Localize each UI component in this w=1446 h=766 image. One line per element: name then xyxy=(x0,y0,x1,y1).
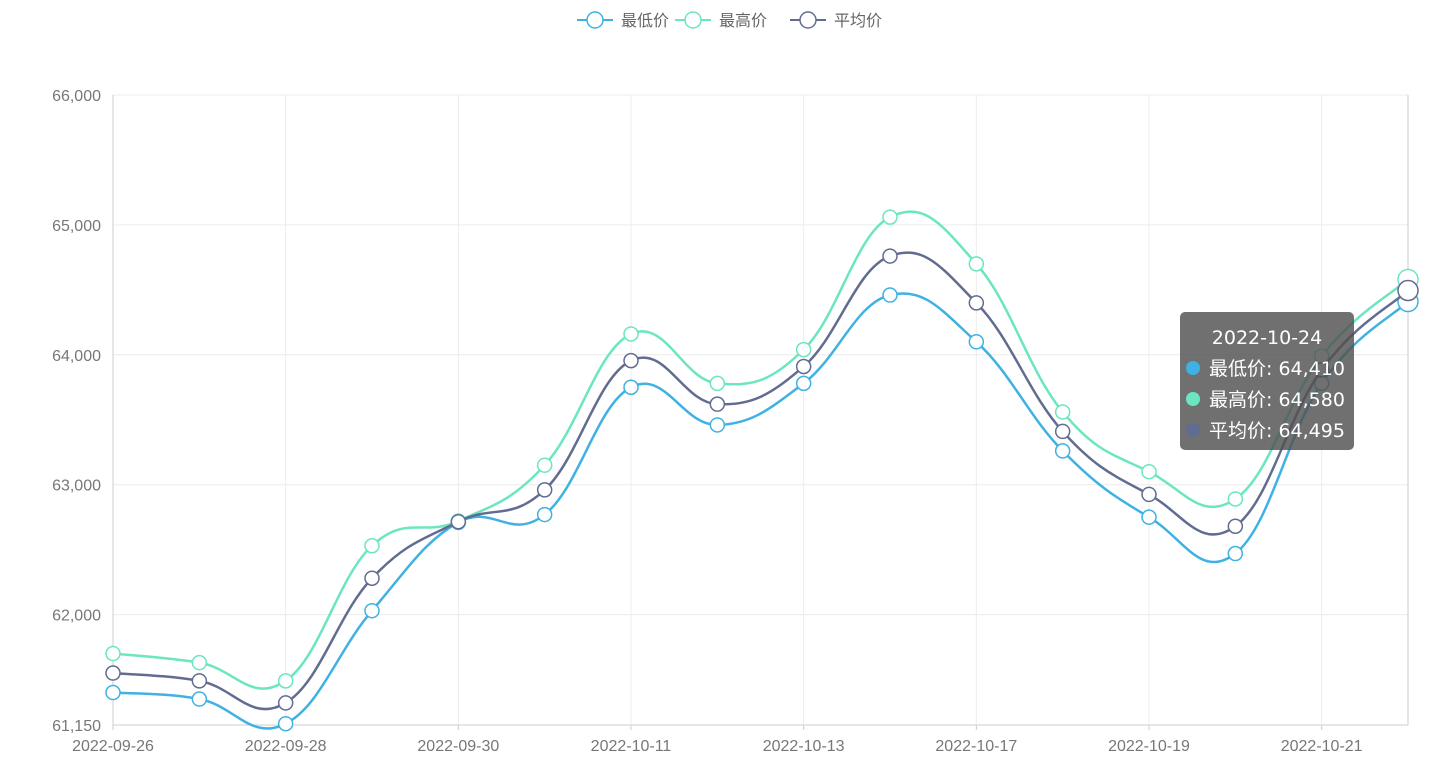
data-point[interactable] xyxy=(536,457,553,473)
y-tick-label: 66,000 xyxy=(52,88,101,105)
x-axis-ticks: 2022-09-26 2022-09-28 2022-09-30 2022-10-11… xyxy=(72,725,1363,755)
x-tick-label: 2022-10-21 xyxy=(1281,738,1363,755)
data-point[interactable] xyxy=(623,326,639,342)
data-point[interactable] xyxy=(536,482,553,498)
data-point[interactable] xyxy=(709,375,726,392)
legend-item[interactable]: 最低价 xyxy=(577,11,669,30)
data-point[interactable] xyxy=(1141,486,1157,503)
y-tick-label: 62,000 xyxy=(52,608,101,625)
tooltip-row-label: 最高价: 64,580 xyxy=(1209,389,1345,411)
x-tick-label: 2022-09-30 xyxy=(417,738,499,755)
series-3 xyxy=(105,248,1419,711)
legend-label: 最高价 xyxy=(719,11,767,30)
tooltip: 2022-10-24 最低价: 64,410 最高价: 64,580 平均价: 64,… xyxy=(1180,312,1354,450)
data-point[interactable] xyxy=(536,506,553,523)
legend-label: 最低价 xyxy=(621,11,669,30)
x-tick-label: 2022-10-11 xyxy=(591,738,672,755)
data-point[interactable] xyxy=(1141,463,1157,480)
y-tick-label: 63,000 xyxy=(52,478,101,495)
tooltip-row-label: 平均价: 64,495 xyxy=(1209,420,1345,442)
legend-marker xyxy=(684,11,702,29)
tooltip-title: 2022-10-24 xyxy=(1212,327,1322,349)
data-point[interactable] xyxy=(364,570,380,586)
data-point[interactable] xyxy=(105,645,121,662)
data-point[interactable] xyxy=(1227,545,1244,562)
legend-marker xyxy=(586,11,604,29)
tooltip-series-dot xyxy=(1186,423,1200,437)
data-point[interactable] xyxy=(105,684,121,701)
series-line xyxy=(112,292,1409,730)
data-point[interactable] xyxy=(277,673,294,689)
y-tick-label: 64,000 xyxy=(52,348,101,365)
tooltip-series-dot xyxy=(1186,392,1200,406)
y-tick-label: 61,150 xyxy=(52,718,101,735)
data-point[interactable] xyxy=(709,396,726,412)
data-point[interactable] xyxy=(795,358,812,375)
x-tick-label: 2022-09-26 xyxy=(72,738,154,755)
legend-marker xyxy=(799,11,817,29)
y-axis-ticks: 61,150 62,000 63,000 64,000 65,000 66,000 xyxy=(52,88,101,735)
data-point[interactable] xyxy=(1141,509,1157,525)
data-point[interactable] xyxy=(277,695,294,711)
x-tick-label: 2022-10-13 xyxy=(763,738,845,755)
series-line xyxy=(112,251,1409,711)
data-point[interactable] xyxy=(191,654,208,671)
data-point[interactable] xyxy=(1397,279,1419,302)
data-point[interactable] xyxy=(968,256,985,272)
series-group xyxy=(105,209,1419,732)
data-point[interactable] xyxy=(364,602,380,619)
tooltip-row-label: 最低价: 64,410 xyxy=(1209,358,1345,380)
tooltip-series-dot xyxy=(1186,361,1200,375)
legend-label: 平均价 xyxy=(834,11,882,30)
data-point[interactable] xyxy=(623,379,639,396)
data-point[interactable] xyxy=(882,209,898,225)
data-point[interactable] xyxy=(191,673,208,689)
data-point[interactable] xyxy=(882,287,898,303)
data-point[interactable] xyxy=(795,375,812,392)
x-tick-label: 2022-10-17 xyxy=(935,738,1017,755)
data-point[interactable] xyxy=(709,417,726,433)
legend-item[interactable]: 平均价 xyxy=(790,11,882,30)
data-point[interactable] xyxy=(364,537,380,554)
data-point[interactable] xyxy=(191,691,208,707)
series-line xyxy=(112,210,1409,690)
y-tick-label: 65,000 xyxy=(52,218,101,235)
x-tick-label: 2022-09-28 xyxy=(245,738,327,755)
data-point[interactable] xyxy=(795,341,812,358)
data-point[interactable] xyxy=(1054,423,1071,440)
tooltip-box xyxy=(1180,312,1354,450)
legend[interactable]: 最低价 最高价 平均价 xyxy=(577,11,882,30)
data-point[interactable] xyxy=(968,295,985,311)
data-point[interactable] xyxy=(968,334,985,350)
data-point[interactable] xyxy=(1227,491,1244,507)
data-point[interactable] xyxy=(277,715,294,732)
data-point[interactable] xyxy=(882,248,898,264)
data-point[interactable] xyxy=(1054,404,1071,420)
data-point[interactable] xyxy=(450,513,467,530)
data-point[interactable] xyxy=(105,665,121,681)
data-point[interactable] xyxy=(1227,518,1244,535)
legend-item[interactable]: 最高价 xyxy=(675,11,767,30)
data-point[interactable] xyxy=(623,352,639,369)
data-point[interactable] xyxy=(1054,443,1071,459)
x-tick-label: 2022-10-19 xyxy=(1108,738,1190,755)
